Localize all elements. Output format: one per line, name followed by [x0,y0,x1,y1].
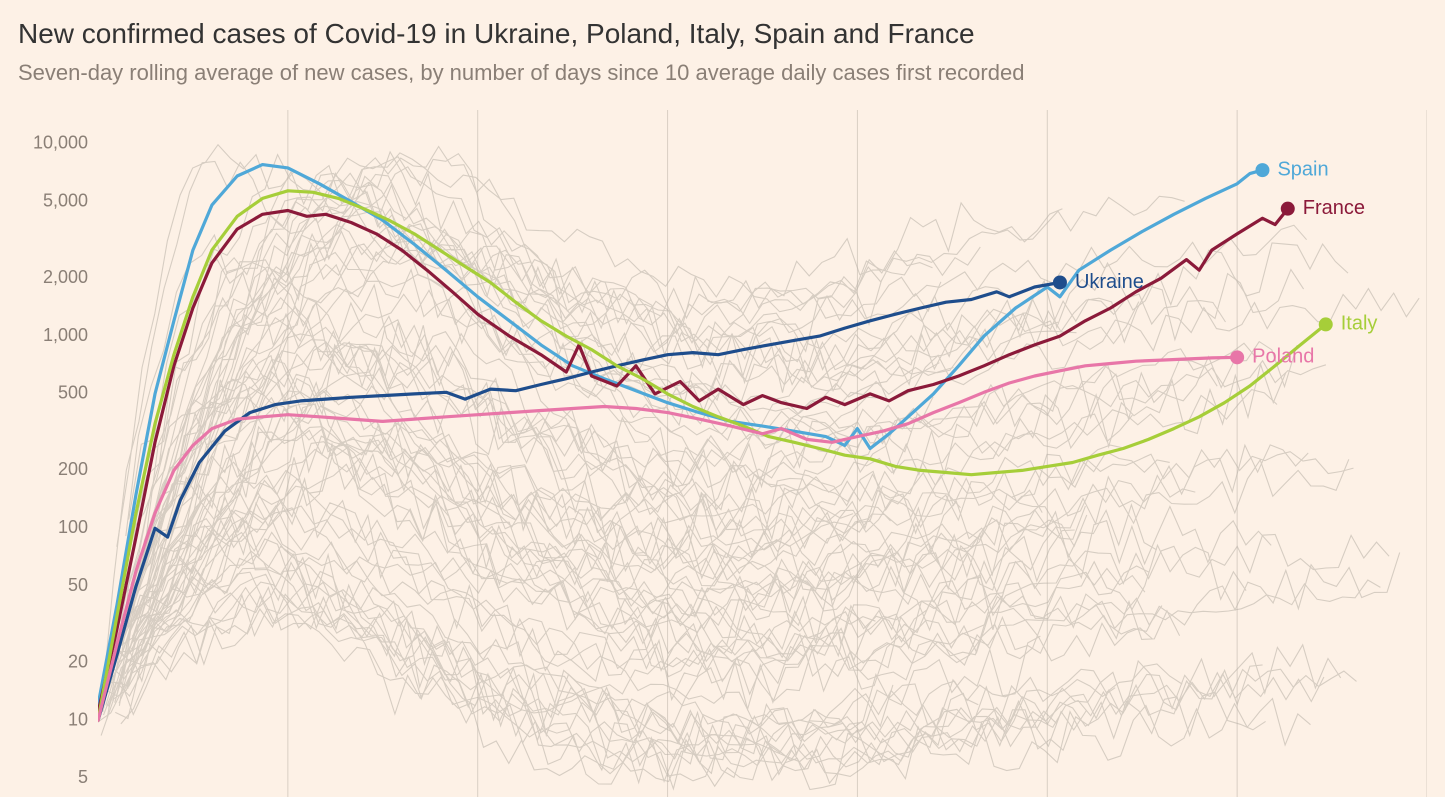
series-marker-poland [1230,350,1244,364]
series-label-france: France [1303,197,1365,219]
chart-area: 5 10 20 50 100 200 500 1,000 2,000 5,000 10,000 Spa… [18,110,1427,797]
series-marker-spain [1255,163,1269,177]
y-tick-label: 5,000 [43,190,88,210]
series-label-italy: Italy [1341,313,1378,335]
y-tick-label: 10,000 [33,133,88,153]
chart-subtitle: Seven-day rolling average of new cases, … [18,60,1427,86]
y-tick-label: 200 [58,459,88,479]
y-tick-label: 5 [78,767,88,787]
chart-svg: 5 10 20 50 100 200 500 1,000 2,000 5,000 10,000 Spa… [18,110,1427,797]
y-axis-ticks: 5 10 20 50 100 200 500 1,000 2,000 5,000 10,000 [33,133,88,788]
series-label-poland: Poland [1252,346,1314,368]
y-tick-label: 10 [68,709,88,729]
y-tick-label: 100 [58,517,88,537]
y-tick-label: 2,000 [43,267,88,287]
series-label-spain: Spain [1277,158,1328,180]
background-countries [98,145,1419,790]
y-tick-label: 500 [58,383,88,403]
y-tick-label: 1,000 [43,325,88,345]
series-marker-italy [1319,317,1333,331]
y-tick-label: 20 [68,651,88,671]
series-marker-ukraine [1053,275,1067,289]
series-label-ukraine: Ukraine [1075,271,1144,293]
chart-title: New confirmed cases of Covid-19 in Ukrai… [18,18,1427,50]
series-marker-france [1281,202,1295,216]
y-tick-label: 50 [68,575,88,595]
